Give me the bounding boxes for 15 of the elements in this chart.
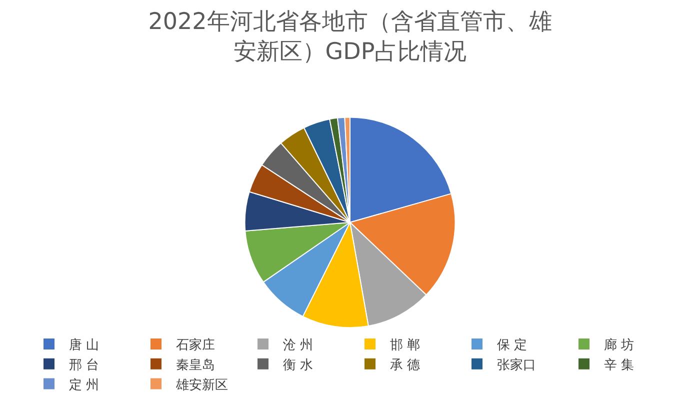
chart-title: 2022年河北省各地市（含省直管市、雄安新区）GDP占比情况 xyxy=(148,9,552,66)
legend-label: 石家庄 xyxy=(176,337,215,354)
legend-label: 廊 坊 xyxy=(604,337,634,354)
legend-label: 定 州 xyxy=(69,378,100,393)
legend-label: 秦皇岛 xyxy=(176,358,215,373)
legend-label: 沧 州 xyxy=(283,338,314,354)
legend-label: 保 定 xyxy=(497,338,528,354)
legend-label: 邢 台 xyxy=(69,358,100,373)
legend-label: 邯 郸 xyxy=(390,338,420,354)
legend-label: 雄安新区 xyxy=(175,376,228,393)
legend-label: 张家口 xyxy=(497,356,536,373)
legend-label: 辛 集 xyxy=(604,358,634,373)
legend-label: 承 德 xyxy=(390,358,420,373)
legend-label: 唐 山 xyxy=(69,338,100,354)
legend-label: 衡 水 xyxy=(283,358,314,373)
